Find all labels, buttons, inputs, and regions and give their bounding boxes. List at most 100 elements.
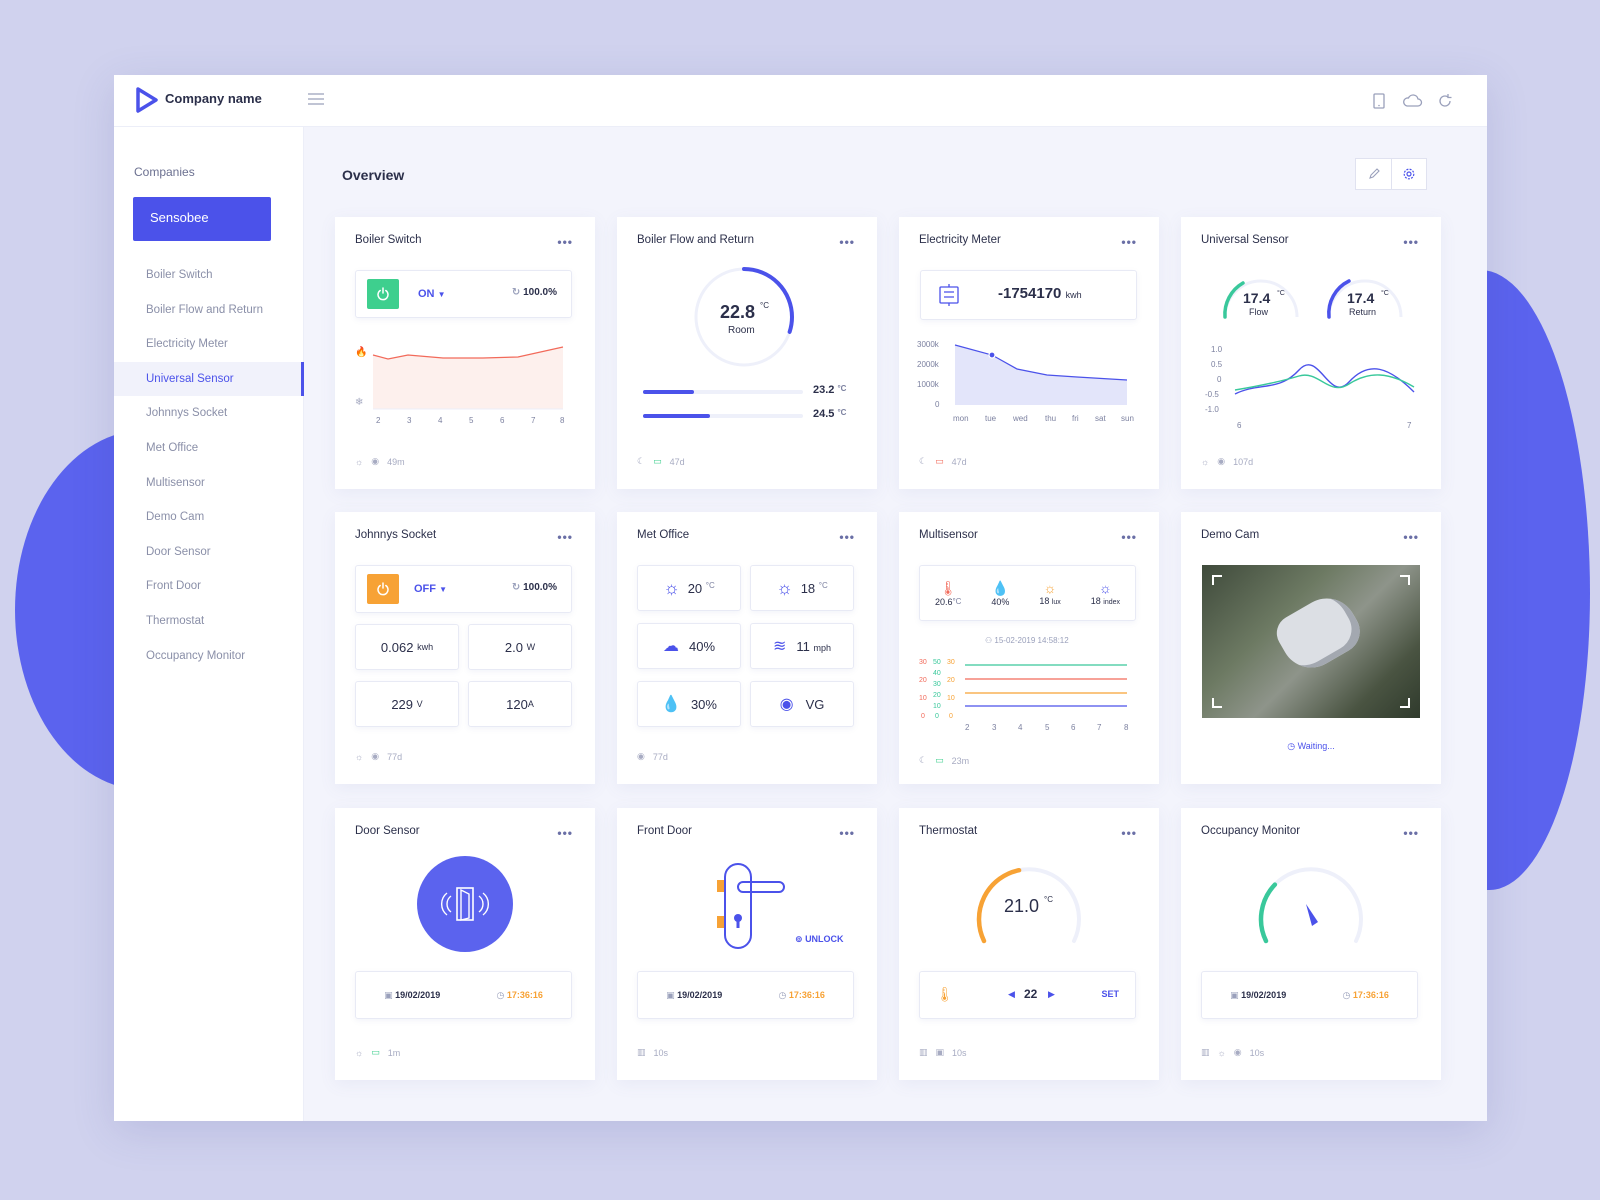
page-title: Overview: [342, 167, 405, 183]
visibility-tile: ◉ VG: [750, 681, 854, 727]
clock-icon: ◷: [1342, 989, 1351, 1000]
state-dropdown[interactable]: OFF ▼: [414, 583, 447, 595]
decrease-button[interactable]: ◀: [1008, 989, 1015, 999]
battery-icon: ▭: [653, 456, 662, 466]
sun-icon: ☼: [1217, 1047, 1226, 1058]
visibility-value: VG: [805, 696, 825, 712]
return-value: 17.4: [1347, 290, 1374, 306]
more-options-button[interactable]: •••: [1403, 530, 1419, 544]
more-options-button[interactable]: •••: [839, 530, 855, 544]
sidebar-item-boiler-flow[interactable]: Boiler Flow and Return: [146, 303, 263, 316]
more-options-button[interactable]: •••: [839, 826, 855, 840]
thermostat-value: 21.0: [1004, 896, 1039, 916]
sidebar-item-multisensor[interactable]: Multisensor: [146, 476, 205, 489]
more-options-button[interactable]: •••: [557, 530, 573, 544]
flame-icon: 🔥: [355, 345, 367, 358]
time-value: 17:36:16: [1352, 989, 1389, 1000]
sidebar-item-electricity-meter[interactable]: Electricity Meter: [146, 338, 228, 351]
company-selector-button[interactable]: Sensobee: [133, 197, 271, 241]
calendar-icon: ▣: [666, 989, 675, 1000]
sidebar-item-boiler-switch[interactable]: Boiler Switch: [146, 269, 213, 281]
more-options-button[interactable]: •••: [839, 235, 855, 249]
company-name: Company name: [165, 91, 262, 106]
event-timestamp: ▣ 19/02/2019 ◷ 17:36:16: [355, 971, 572, 1019]
menu-icon[interactable]: [307, 92, 325, 106]
switch-control: ON ▼ ↻ 100.0%: [355, 270, 572, 318]
energy-unit: kwh: [417, 642, 434, 652]
y-tick: 30: [919, 659, 927, 666]
card-boiler-switch: Boiler Switch ••• ON ▼ ↻ 100.0% 🔥 ❄ 2 3 …: [335, 217, 595, 489]
x-tick: 8: [1124, 723, 1129, 732]
power-icon: [377, 582, 389, 596]
chevron-down-icon: ▼: [439, 585, 447, 594]
voltage-value: 229: [391, 696, 414, 712]
sidebar-item-thermostat[interactable]: Thermostat: [146, 614, 205, 627]
more-options-button[interactable]: •••: [1121, 826, 1137, 840]
door-sensor-icon: [441, 887, 489, 921]
unlock-button[interactable]: ⊚ UNLOCK: [795, 934, 844, 945]
more-options-button[interactable]: •••: [557, 826, 573, 840]
voltage-unit: V: [416, 699, 423, 709]
edit-button[interactable]: [1356, 159, 1391, 189]
flow-progress-fill: [643, 390, 695, 394]
index-unit: index: [1103, 599, 1120, 606]
return-gauge: 17.4 °C Return: [1327, 279, 1403, 319]
cloud-icon[interactable]: [1401, 91, 1423, 111]
setpoint-value: 22: [1024, 987, 1038, 1001]
camera-feed[interactable]: [1202, 565, 1420, 718]
more-options-button[interactable]: •••: [1121, 530, 1137, 544]
more-options-button[interactable]: •••: [557, 235, 573, 249]
refresh-icon[interactable]: [1435, 91, 1455, 111]
humidity-reading: 💧 40%: [991, 580, 1009, 607]
card-universal-sensor: Universal Sensor ••• 17.4 °C Flow 17.4 °…: [1181, 217, 1441, 489]
card-footer: ☼ ◉ 77d: [355, 751, 402, 762]
card-footer: ☼ ▭ 1m: [355, 1047, 400, 1058]
cloud-value: 40%: [688, 638, 716, 654]
sidebar-item-front-door[interactable]: Front Door: [146, 580, 201, 593]
set-button[interactable]: SET: [1101, 989, 1119, 999]
state-label: ON: [418, 288, 435, 300]
more-options-button[interactable]: •••: [1121, 235, 1137, 249]
y-tick: 30: [933, 681, 941, 688]
y-tick: -1.0: [1205, 405, 1219, 414]
sidebar-item-demo-cam[interactable]: Demo Cam: [146, 511, 205, 524]
sidebar-item-johnnys-socket[interactable]: Johnnys Socket: [146, 407, 228, 420]
sidebar-item-door-sensor[interactable]: Door Sensor: [146, 545, 211, 558]
card-title: Universal Sensor: [1201, 234, 1289, 246]
power-toggle-button[interactable]: [367, 279, 399, 309]
temperature-value: 18: [800, 580, 816, 596]
last-update: 107d: [1233, 456, 1254, 467]
car-image: [1270, 587, 1368, 679]
more-options-button[interactable]: •••: [1403, 235, 1419, 249]
sidebar: Companies Sensobee Boiler Switch Boiler …: [114, 127, 304, 1121]
event-timestamp: ▣ 19/02/2019 ◷ 17:36:16: [637, 971, 854, 1019]
uv-icon: ☼: [1098, 580, 1112, 596]
signal-icon: ◉: [1233, 1047, 1242, 1057]
room-gauge: 22.8 °C Room: [694, 267, 794, 367]
power-toggle-button[interactable]: [367, 574, 399, 604]
temperature-value: 20.6: [934, 596, 953, 607]
tablet-icon[interactable]: [1369, 91, 1389, 111]
calendar-icon: ▣: [1230, 989, 1239, 1000]
settings-button[interactable]: [1391, 159, 1426, 189]
card-title: Front Door: [637, 825, 692, 837]
thermometer-icon: 🌡: [936, 986, 954, 1002]
y-tick: 0.5: [1211, 360, 1223, 369]
sidebar-item-met-office[interactable]: Met Office: [146, 441, 199, 454]
current-unit: A: [527, 699, 534, 709]
sidebar-item-occupancy-monitor[interactable]: Occupancy Monitor: [146, 649, 246, 662]
drop-icon: 💧: [661, 696, 681, 713]
clock-icon: ◷: [778, 989, 787, 1000]
increase-button[interactable]: ▶: [1048, 989, 1055, 999]
card-occupancy-monitor: Occupancy Monitor ••• ▣ 19/02/2019 ◷ 17:…: [1181, 808, 1441, 1080]
temperature-tile: ☼ 20 °C: [637, 565, 741, 611]
return-label: Return: [1349, 307, 1376, 317]
signal-icon: ◉: [371, 751, 380, 761]
y-tick: -0.5: [1205, 390, 1219, 399]
card-title: Boiler Flow and Return: [637, 234, 754, 246]
more-options-button[interactable]: •••: [1403, 826, 1419, 840]
y-tick: 20: [933, 692, 941, 699]
sidebar-item-universal-sensor[interactable]: Universal Sensor: [114, 361, 304, 397]
thermostat-gauge: 21.0 °C: [976, 867, 1082, 944]
state-dropdown[interactable]: ON ▼: [418, 288, 445, 300]
